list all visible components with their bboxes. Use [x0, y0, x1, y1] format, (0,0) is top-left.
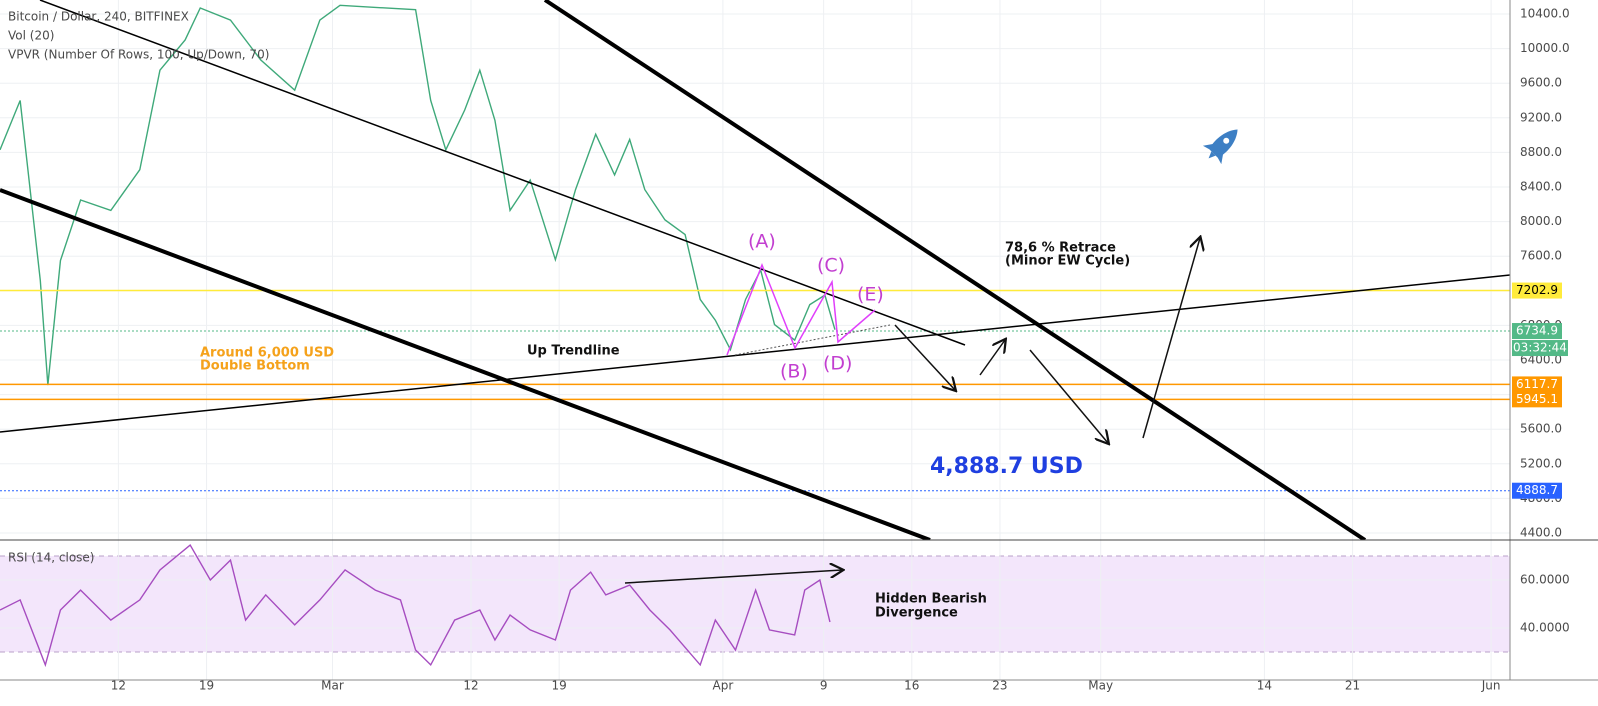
- x-tick-label: 9: [820, 679, 828, 693]
- wave-path: [726, 262, 876, 356]
- y-tick-label: 4400.0: [1520, 525, 1562, 539]
- drawings: [0, 0, 1510, 540]
- annotation: 78,6 % Retrace: [1005, 241, 1116, 256]
- price-tag-label: 4888.7: [1516, 483, 1558, 497]
- y-tick-label: 9200.0: [1520, 110, 1562, 124]
- countdown-tag: [1512, 340, 1568, 357]
- price-line: [0, 4, 836, 386]
- x-tick-label: 19: [552, 679, 567, 693]
- x-tick-label: Mar: [321, 679, 344, 693]
- wave-label: (C): [817, 255, 845, 277]
- price-tag: [1512, 391, 1562, 408]
- trend-line: [39, 0, 966, 346]
- rsi-title: RSI (14, close): [8, 551, 94, 565]
- annotation: Divergence: [875, 606, 958, 621]
- indicator: VPVR (Number Of Rows, 100, Up/Down, 70): [8, 48, 269, 62]
- price-tag-label: 6117.7: [1516, 377, 1558, 391]
- countdown: 03:32:44: [1513, 341, 1567, 355]
- y-tick-label: 40.0000: [1520, 620, 1570, 634]
- price-tag: [1512, 323, 1562, 340]
- x-tick-label: 23: [992, 679, 1007, 693]
- arrow: [894, 324, 955, 390]
- price-tag: [1512, 376, 1562, 393]
- x-tick-label: Apr: [713, 679, 734, 693]
- x-tick-label: 12: [463, 679, 478, 693]
- y-tick-label: 60.0000: [1520, 573, 1570, 587]
- y-tick-label: 5600.0: [1520, 422, 1562, 436]
- y-tick-label: 8400.0: [1520, 180, 1562, 194]
- y-tick-label: 8000.0: [1520, 214, 1562, 228]
- arrow: [1142, 238, 1200, 439]
- price-tag: [1512, 482, 1562, 499]
- price-tag: [1512, 282, 1562, 299]
- trend-line: [0, 188, 931, 540]
- x-tick-label: 14: [1257, 679, 1272, 693]
- x-tick-label: Jun: [1481, 679, 1501, 693]
- annotation: Up Trendline: [527, 344, 620, 359]
- price-line: [0, 543, 831, 668]
- y-tick-label: 8800.0: [1520, 145, 1562, 159]
- y-tick-label: 7600.0: [1520, 249, 1562, 263]
- x-tick-label: 16: [904, 679, 919, 693]
- up-trendline: [0, 274, 1510, 433]
- x-tick-label: May: [1088, 679, 1113, 693]
- arrow: [979, 340, 1005, 376]
- chart-title: Bitcoin / Dollar, 240, BITFINEX: [8, 10, 189, 24]
- annotation: 4,888.7 USD: [930, 454, 1083, 479]
- annotation: Hidden Bearish: [875, 592, 987, 607]
- dotted-line: [734, 324, 891, 356]
- arrow: [1029, 349, 1108, 443]
- y-tick-label: 9600.0: [1520, 76, 1562, 90]
- arrow: [624, 570, 842, 584]
- trend-line: [543, 0, 1367, 540]
- price-tag-label: 7202.9: [1516, 283, 1558, 297]
- price-tag-label: 5945.1: [1516, 392, 1558, 406]
- x-tick-label: 12: [111, 679, 126, 693]
- indicator: Vol (20): [8, 29, 54, 43]
- wave-label: (B): [780, 361, 808, 383]
- wave-label: (D): [823, 353, 852, 375]
- annotation: (Minor EW Cycle): [1005, 254, 1130, 269]
- wave-label: (E): [857, 284, 884, 306]
- y-tick-label: 10000.0: [1520, 41, 1570, 55]
- y-tick-label: 5200.0: [1520, 456, 1562, 470]
- rsi-band: [0, 556, 1510, 652]
- x-tick-label: 21: [1345, 679, 1360, 693]
- annotation: Double Bottom: [200, 359, 310, 374]
- price-tag-label: 6734.9: [1516, 324, 1558, 338]
- annotation: Around 6,000 USD: [200, 346, 334, 361]
- rocket-icon: [1202, 129, 1238, 165]
- wave-label: (A): [748, 231, 776, 253]
- y-tick-label: 10400.0: [1520, 7, 1570, 21]
- x-tick-label: 19: [199, 679, 214, 693]
